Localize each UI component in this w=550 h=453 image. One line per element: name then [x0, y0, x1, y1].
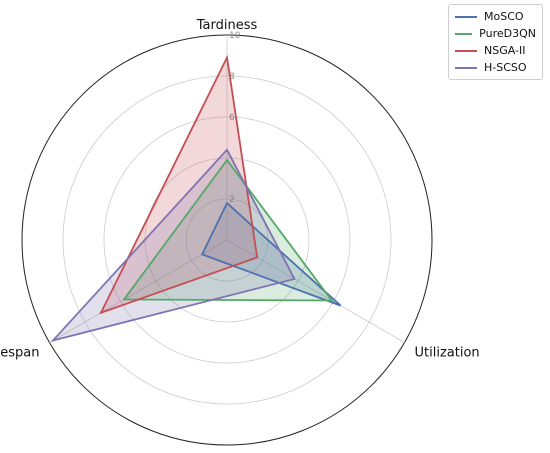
axis-spoke: [49, 239, 228, 343]
radial-tick-label: 2: [229, 195, 235, 205]
radial-tick-label: 10: [229, 31, 241, 41]
axis-label-utilization: Utilization: [415, 346, 480, 361]
legend-item: NSGA-II: [455, 42, 536, 59]
series-area: [124, 160, 332, 301]
radial-tick-label: 8: [229, 72, 235, 82]
legend-label: MoSCO: [484, 10, 524, 23]
legend-swatch: [455, 66, 477, 69]
legend-label: PureD3QN: [479, 27, 536, 40]
axis-labels: Tardiness Utilization Makespan: [0, 18, 480, 361]
legend-swatch: [455, 15, 477, 18]
radial-grid: 2 6 8 10: [21, 31, 433, 446]
series-outline: [122, 158, 334, 302]
series-area: [53, 149, 295, 341]
legend-label: H-SCSO: [484, 61, 527, 74]
legend: MoSCO PureD3QN NSGA-II H-SCSO: [448, 4, 543, 80]
radial-tick-label: 6: [229, 113, 235, 123]
legend-item: H-SCSO: [455, 59, 536, 76]
legend-swatch: [455, 49, 477, 52]
series-area: [202, 203, 341, 306]
legend-item: PureD3QN: [455, 25, 536, 42]
series-area: [100, 57, 258, 313]
axis-label-tardiness: Tardiness: [196, 18, 258, 33]
series-polygons: [50, 54, 342, 343]
legend-swatch: [455, 32, 473, 35]
legend-label: NSGA-II: [484, 44, 526, 57]
series-outline: [99, 54, 259, 315]
series-outline: [50, 148, 296, 343]
legend-item: MoSCO: [455, 8, 536, 25]
axis-label-makespan: Makespan: [0, 346, 39, 361]
series-outline: [200, 201, 342, 307]
